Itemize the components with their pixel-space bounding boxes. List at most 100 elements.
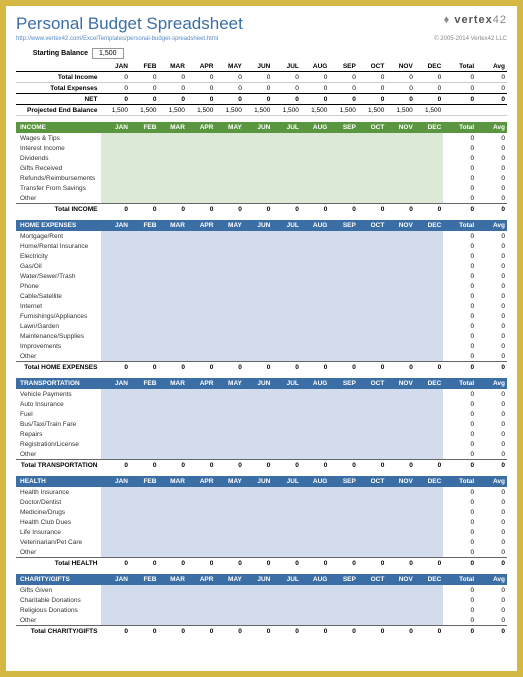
data-cell[interactable] xyxy=(301,281,329,291)
data-cell[interactable] xyxy=(272,241,300,251)
data-cell[interactable] xyxy=(244,585,272,595)
data-cell[interactable] xyxy=(358,193,386,204)
data-cell[interactable] xyxy=(244,547,272,558)
data-cell[interactable] xyxy=(358,429,386,439)
data-cell[interactable] xyxy=(386,585,414,595)
data-cell[interactable] xyxy=(386,163,414,173)
data-cell[interactable] xyxy=(215,133,243,143)
data-cell[interactable] xyxy=(272,419,300,429)
data-cell[interactable] xyxy=(101,271,129,281)
data-cell[interactable] xyxy=(301,547,329,558)
data-cell[interactable] xyxy=(415,399,443,409)
data-cell[interactable] xyxy=(187,153,215,163)
data-cell[interactable] xyxy=(130,439,158,449)
data-cell[interactable] xyxy=(329,163,357,173)
data-cell[interactable] xyxy=(301,595,329,605)
data-cell[interactable] xyxy=(329,517,357,527)
data-cell[interactable] xyxy=(301,351,329,362)
data-cell[interactable] xyxy=(244,281,272,291)
data-cell[interactable] xyxy=(130,429,158,439)
data-cell[interactable] xyxy=(329,449,357,460)
data-cell[interactable] xyxy=(272,251,300,261)
data-cell[interactable] xyxy=(386,281,414,291)
data-cell[interactable] xyxy=(158,173,186,183)
data-cell[interactable] xyxy=(101,281,129,291)
data-cell[interactable] xyxy=(187,261,215,271)
data-cell[interactable] xyxy=(329,585,357,595)
data-cell[interactable] xyxy=(272,271,300,281)
data-cell[interactable] xyxy=(301,429,329,439)
data-cell[interactable] xyxy=(187,143,215,153)
data-cell[interactable] xyxy=(415,537,443,547)
data-cell[interactable] xyxy=(386,527,414,537)
data-cell[interactable] xyxy=(329,487,357,497)
data-cell[interactable] xyxy=(415,389,443,399)
data-cell[interactable] xyxy=(244,595,272,605)
data-cell[interactable] xyxy=(415,351,443,362)
data-cell[interactable] xyxy=(415,409,443,419)
data-cell[interactable] xyxy=(130,163,158,173)
data-cell[interactable] xyxy=(215,605,243,615)
data-cell[interactable] xyxy=(329,399,357,409)
starting-balance-value[interactable]: 1,500 xyxy=(92,48,124,59)
data-cell[interactable] xyxy=(415,193,443,204)
data-cell[interactable] xyxy=(272,517,300,527)
data-cell[interactable] xyxy=(158,547,186,558)
data-cell[interactable] xyxy=(101,291,129,301)
data-cell[interactable] xyxy=(244,241,272,251)
data-cell[interactable] xyxy=(244,163,272,173)
data-cell[interactable] xyxy=(101,409,129,419)
data-cell[interactable] xyxy=(386,153,414,163)
data-cell[interactable] xyxy=(215,429,243,439)
data-cell[interactable] xyxy=(301,301,329,311)
data-cell[interactable] xyxy=(215,193,243,204)
data-cell[interactable] xyxy=(386,487,414,497)
data-cell[interactable] xyxy=(244,153,272,163)
data-cell[interactable] xyxy=(187,231,215,241)
data-cell[interactable] xyxy=(358,487,386,497)
data-cell[interactable] xyxy=(158,301,186,311)
data-cell[interactable] xyxy=(358,251,386,261)
data-cell[interactable] xyxy=(187,497,215,507)
data-cell[interactable] xyxy=(158,153,186,163)
data-cell[interactable] xyxy=(215,399,243,409)
data-cell[interactable] xyxy=(101,449,129,460)
data-cell[interactable] xyxy=(215,487,243,497)
data-cell[interactable] xyxy=(158,409,186,419)
data-cell[interactable] xyxy=(272,281,300,291)
data-cell[interactable] xyxy=(215,351,243,362)
data-cell[interactable] xyxy=(101,251,129,261)
data-cell[interactable] xyxy=(329,281,357,291)
data-cell[interactable] xyxy=(215,615,243,626)
data-cell[interactable] xyxy=(329,251,357,261)
data-cell[interactable] xyxy=(215,153,243,163)
data-cell[interactable] xyxy=(101,301,129,311)
data-cell[interactable] xyxy=(187,419,215,429)
data-cell[interactable] xyxy=(130,241,158,251)
data-cell[interactable] xyxy=(329,351,357,362)
data-cell[interactable] xyxy=(415,449,443,460)
data-cell[interactable] xyxy=(272,311,300,321)
data-cell[interactable] xyxy=(301,449,329,460)
data-cell[interactable] xyxy=(215,321,243,331)
data-cell[interactable] xyxy=(358,449,386,460)
data-cell[interactable] xyxy=(358,183,386,193)
data-cell[interactable] xyxy=(329,271,357,281)
data-cell[interactable] xyxy=(187,517,215,527)
data-cell[interactable] xyxy=(158,595,186,605)
data-cell[interactable] xyxy=(272,537,300,547)
data-cell[interactable] xyxy=(130,585,158,595)
data-cell[interactable] xyxy=(187,351,215,362)
data-cell[interactable] xyxy=(244,173,272,183)
data-cell[interactable] xyxy=(386,301,414,311)
data-cell[interactable] xyxy=(244,389,272,399)
data-cell[interactable] xyxy=(415,429,443,439)
data-cell[interactable] xyxy=(358,439,386,449)
data-cell[interactable] xyxy=(329,547,357,558)
data-cell[interactable] xyxy=(301,261,329,271)
data-cell[interactable] xyxy=(187,547,215,558)
data-cell[interactable] xyxy=(101,497,129,507)
data-cell[interactable] xyxy=(244,419,272,429)
data-cell[interactable] xyxy=(187,605,215,615)
data-cell[interactable] xyxy=(329,497,357,507)
